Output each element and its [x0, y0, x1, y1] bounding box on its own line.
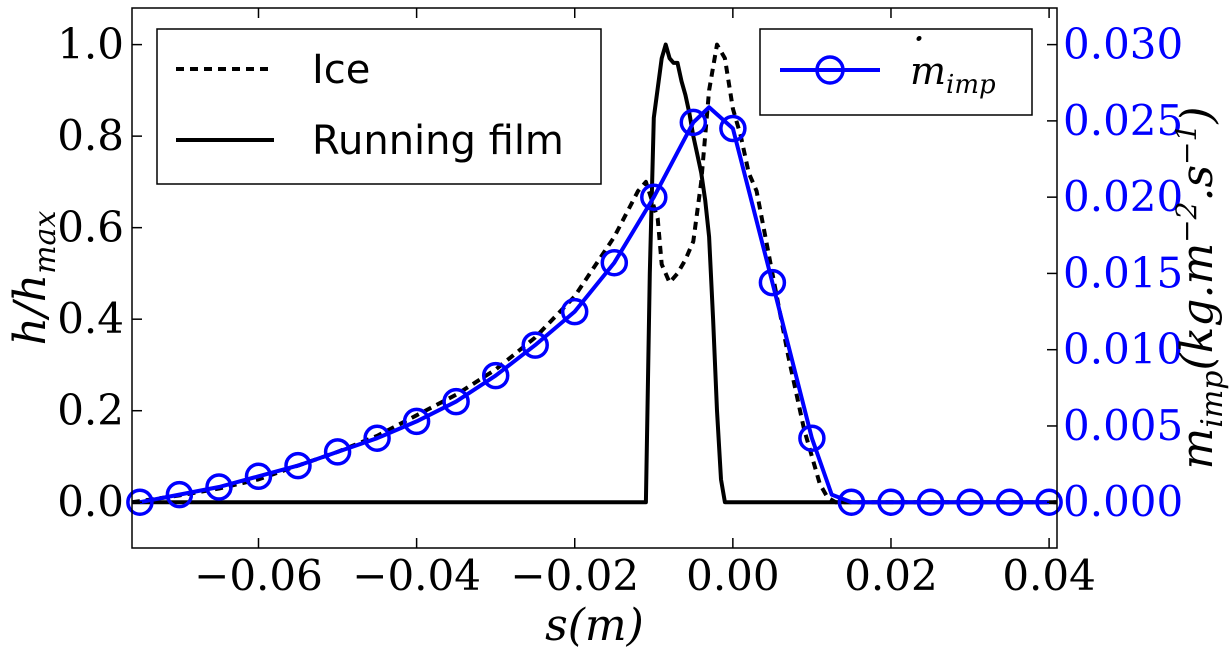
- impinge-marker: [600, 248, 629, 277]
- impinge-marker: [323, 438, 352, 466]
- impinge-marker: [442, 387, 470, 416]
- impinge-marker: [481, 361, 510, 390]
- plot-area: [126, 42, 1063, 516]
- legend-left-box: [156, 28, 602, 185]
- x-tick-label: 0.00: [686, 551, 780, 600]
- impinge-marker: [1035, 488, 1063, 516]
- legend-impinge-dot: ·: [913, 17, 925, 61]
- x-tick-label: 0.02: [844, 551, 938, 600]
- y-right-tick-label: 0.010: [1063, 325, 1183, 374]
- y-right-axis-label: mimp(kg.m−2.s−1): [1170, 107, 1230, 470]
- y-left-tick-label: 0.6: [57, 203, 124, 252]
- x-axis-label: s(m): [545, 600, 644, 651]
- impinge-marker: [877, 488, 905, 516]
- series-line-1: [132, 42, 1057, 505]
- axes: −0.06 −0.04 −0.02 0.00 0.02 0.04 0.0 0.2 0.4 0.6 0…: [5, 7, 1230, 651]
- y-left-tick-label: 0.8: [57, 111, 124, 160]
- impinge-marker: [956, 488, 984, 516]
- plot-frame: [131, 7, 1058, 549]
- y-left-tick-label: 0.2: [57, 386, 124, 435]
- y-left-axis-label: h/hmax: [5, 211, 63, 346]
- x-tick-label: −0.04: [352, 551, 481, 600]
- impinge-marker: [363, 424, 391, 452]
- series-line-2: [139, 105, 1050, 505]
- y-right-tick-label: 0.020: [1063, 172, 1183, 221]
- impinge-marker: [758, 268, 787, 297]
- impinge-marker: [165, 480, 194, 509]
- impinge-marker: [719, 114, 747, 143]
- y-right-tick-label: 0.030: [1063, 20, 1183, 69]
- impinge-marker: [284, 451, 312, 480]
- impinge-marker: [244, 462, 273, 491]
- x-tick-label: −0.06: [194, 551, 323, 600]
- legend-film-label: Running film: [312, 118, 564, 164]
- y-left-tick-label: 0.4: [57, 294, 124, 343]
- impinge-marker: [679, 108, 708, 137]
- y-left-tick-label: 0.0: [57, 477, 124, 526]
- legend-impinge-marker: [815, 55, 845, 85]
- impinge-marker: [402, 407, 431, 436]
- impinge-marker: [995, 488, 1024, 516]
- impinge-marker: [798, 424, 826, 452]
- y-left-tick-label: 1.0: [57, 20, 124, 69]
- legend-ice-label: Ice: [312, 47, 370, 93]
- impinge-marker: [916, 488, 945, 516]
- impinge-marker: [640, 183, 668, 211]
- y-right-tick-label: 0.015: [1063, 248, 1183, 297]
- impinge-marker: [560, 297, 589, 326]
- y-right-tick-label: 0.000: [1063, 477, 1183, 526]
- impinge-marker: [521, 331, 549, 359]
- y-right-tick-label: 0.005: [1063, 401, 1183, 450]
- x-tick-label: −0.02: [510, 551, 639, 600]
- impinge-marker: [126, 488, 154, 516]
- y-right-tick-label: 0.025: [1063, 96, 1183, 145]
- impinge-marker: [837, 488, 866, 516]
- x-tick-label: 0.04: [1002, 551, 1096, 600]
- legends: Ice Running film mimp ·: [156, 17, 1033, 185]
- impinge-marker: [205, 473, 233, 501]
